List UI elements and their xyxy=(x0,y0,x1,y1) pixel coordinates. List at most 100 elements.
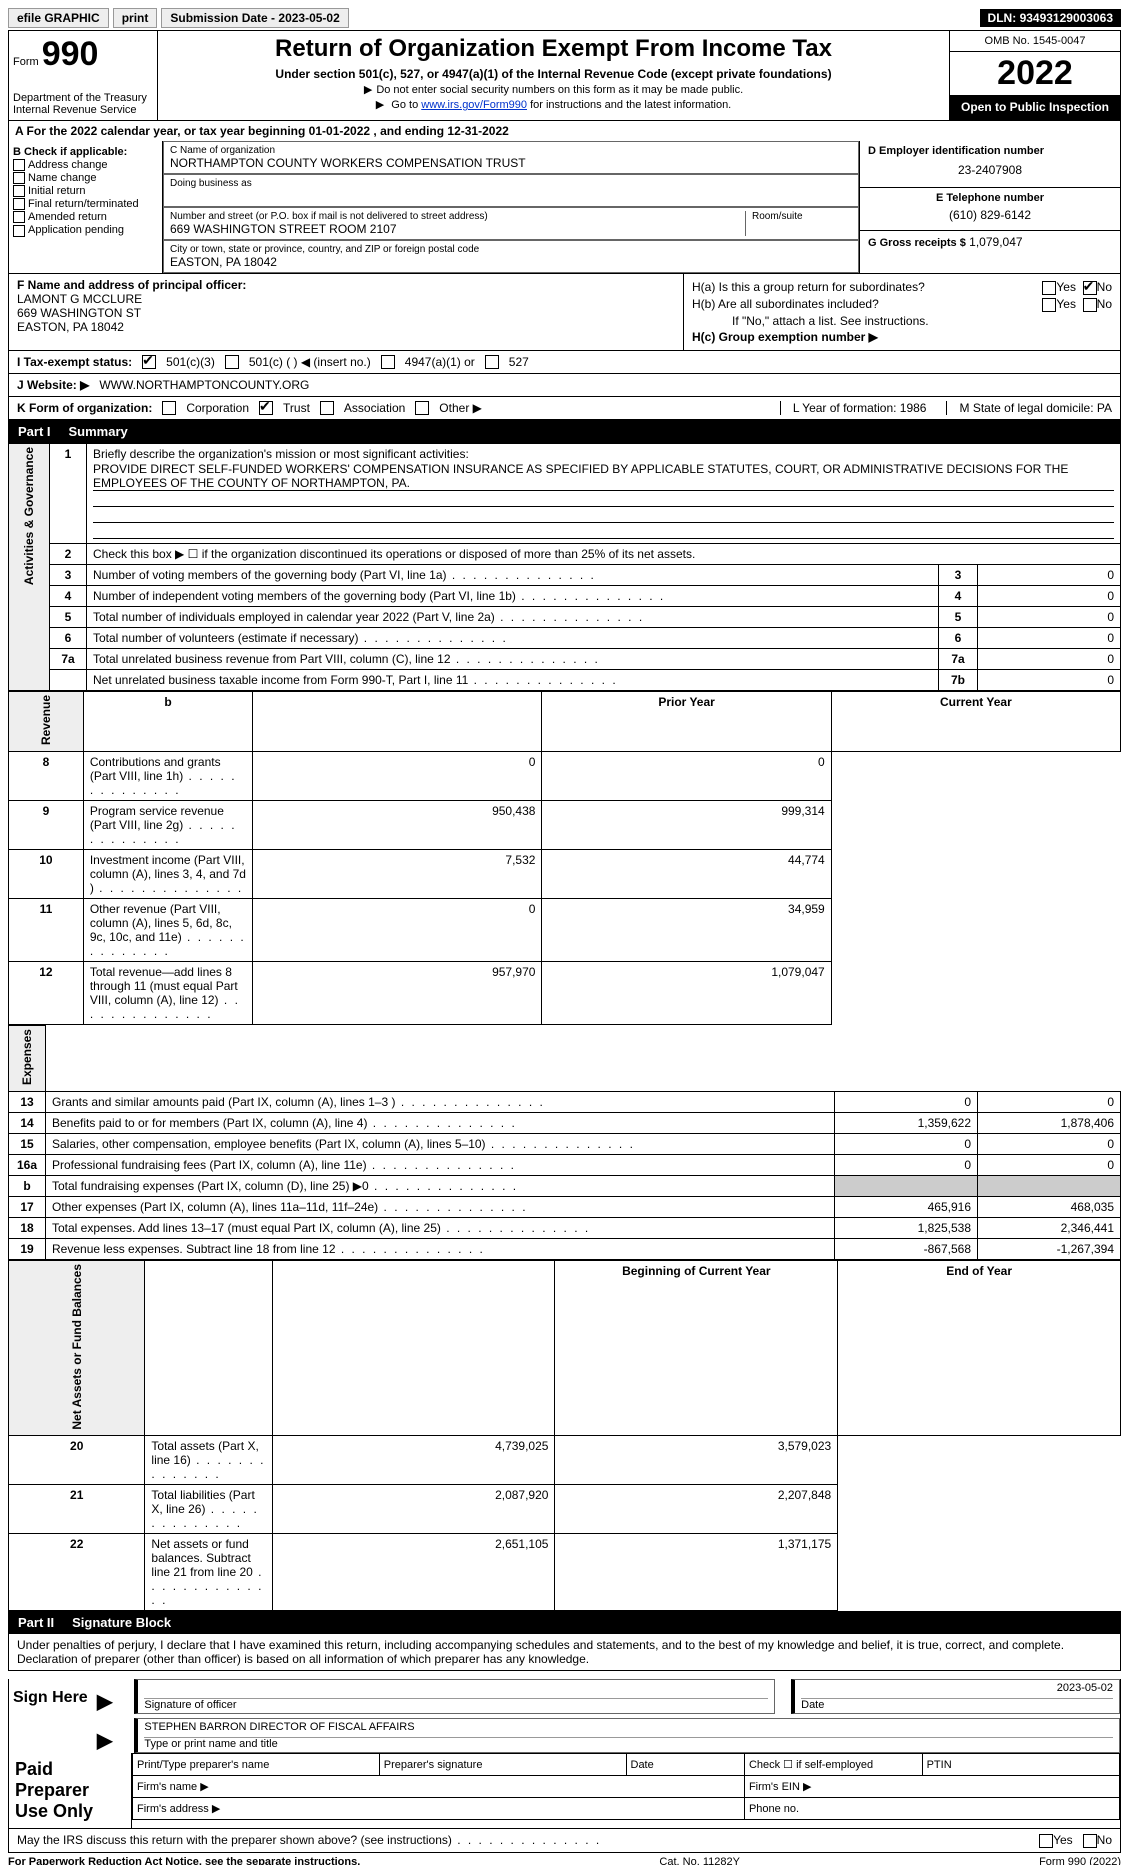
vtab-revenue: Revenue xyxy=(9,691,84,751)
line-num: 10 xyxy=(9,849,84,898)
f-label: F Name and address of principal officer: xyxy=(17,278,675,292)
line-num: 21 xyxy=(9,1485,145,1534)
part2-header: Part II Signature Block xyxy=(8,1611,1121,1634)
row-j-website: J Website: ▶ WWW.NORTHAMPTONCOUNTY.ORG xyxy=(8,374,1121,397)
opt-corp: Corporation xyxy=(186,401,249,415)
block-bcd: B Check if applicable: Address change Na… xyxy=(8,141,1121,274)
line-num: 11 xyxy=(9,898,84,961)
cb-trust[interactable] xyxy=(259,401,273,415)
submission-date: 2023-05-02 xyxy=(278,11,339,25)
curr-value: 1,079,047 xyxy=(542,961,831,1024)
yes-label: Yes xyxy=(1056,297,1076,311)
col-c-org-info: C Name of organization NORTHAMPTON COUNT… xyxy=(163,141,859,273)
addr-label: Number and street (or P.O. box if mail i… xyxy=(170,211,745,222)
note-link: Go to www.irs.gov/Form990 for instructio… xyxy=(166,98,941,111)
submission-label: Submission Date - xyxy=(170,11,275,25)
cb-amended[interactable] xyxy=(13,211,25,223)
line-desc: Net assets or fund balances. Subtract li… xyxy=(145,1534,272,1611)
q1-label: Briefly describe the organization's miss… xyxy=(93,447,469,461)
k-label: K Form of organization: xyxy=(17,401,152,415)
prior-value: 0 xyxy=(835,1133,978,1154)
l-year-formation: L Year of formation: 1986 xyxy=(780,401,927,415)
cb-name-change[interactable] xyxy=(13,172,25,184)
line-desc: Number of voting members of the governin… xyxy=(87,564,939,585)
cb-other[interactable] xyxy=(415,401,429,415)
cb-4947[interactable] xyxy=(381,355,395,369)
ha-no-checkbox[interactable] xyxy=(1083,281,1097,295)
cb-initial-return[interactable] xyxy=(13,185,25,197)
ein-label: D Employer identification number xyxy=(868,145,1112,157)
cb-assoc[interactable] xyxy=(320,401,334,415)
line-num: 19 xyxy=(9,1238,46,1259)
submission-date-box: Submission Date - 2023-05-02 xyxy=(161,8,348,28)
dln-box: DLN: 93493129003063 xyxy=(980,9,1121,27)
header-curr: Current Year xyxy=(831,691,1120,751)
prior-value: 0 xyxy=(253,751,542,800)
line-key: 7b xyxy=(939,669,978,690)
cb-527[interactable] xyxy=(485,355,499,369)
boy-value: 2,651,105 xyxy=(272,1534,555,1611)
form-title: Return of Organization Exempt From Incom… xyxy=(166,35,941,63)
col-b-checkboxes: B Check if applicable: Address change Na… xyxy=(9,141,163,273)
discuss-yes-checkbox[interactable] xyxy=(1039,1834,1053,1848)
hb-yes-checkbox[interactable] xyxy=(1042,298,1056,312)
cb-corp[interactable] xyxy=(162,401,176,415)
line-value: 0 xyxy=(978,627,1121,648)
part1-title: Summary xyxy=(69,424,128,439)
cb-501c3[interactable] xyxy=(142,355,156,369)
dln-value: 93493129003063 xyxy=(1020,11,1113,25)
line-desc: Total liabilities (Part X, line 26) xyxy=(145,1485,272,1534)
cb-501c[interactable] xyxy=(225,355,239,369)
firm-phone-label: Phone no. xyxy=(744,1798,1119,1820)
curr-value: 0 xyxy=(978,1154,1121,1175)
hb-no-checkbox[interactable] xyxy=(1083,298,1097,312)
hb-note: If "No," attach a list. See instructions… xyxy=(732,314,929,328)
eoy-value: 2,207,848 xyxy=(555,1485,838,1534)
line-num: 20 xyxy=(9,1436,145,1485)
org-name: NORTHAMPTON COUNTY WORKERS COMPENSATION … xyxy=(170,156,852,170)
a-end: 12-31-2022 xyxy=(447,124,508,138)
irs-link[interactable]: www.irs.gov/Form990 xyxy=(421,99,527,111)
eoy-value: 3,579,023 xyxy=(555,1436,838,1485)
sig-date-field[interactable]: 2023-05-02 xyxy=(801,1682,1113,1699)
line-value: 0 xyxy=(978,648,1121,669)
q1-cell: Briefly describe the organization's miss… xyxy=(87,443,1121,543)
vtab-expenses: Expenses xyxy=(9,1025,46,1091)
part1-label: Part I xyxy=(18,424,51,439)
dba-value xyxy=(170,189,852,203)
part2-title: Signature Block xyxy=(72,1615,171,1630)
no-label: No xyxy=(1097,297,1112,311)
a-pre: A For the 2022 calendar year, or tax yea… xyxy=(15,124,309,138)
ha-yes-checkbox[interactable] xyxy=(1042,281,1056,295)
opt-527: 527 xyxy=(509,355,529,369)
prior-value: 957,970 xyxy=(253,961,542,1024)
cb-application[interactable] xyxy=(13,225,25,237)
summary-expenses-table: Expenses 13Grants and similar amounts pa… xyxy=(8,1025,1121,1260)
print-button[interactable]: print xyxy=(113,8,158,28)
line-key: 6 xyxy=(939,627,978,648)
city-value: EASTON, PA 18042 xyxy=(170,255,852,269)
boy-value: 4,739,025 xyxy=(272,1436,555,1485)
cat-no: Cat. No. 11282Y xyxy=(659,1856,740,1865)
curr-value: 0 xyxy=(978,1133,1121,1154)
line-desc: Grants and similar amounts paid (Part IX… xyxy=(46,1091,835,1112)
line-key: 4 xyxy=(939,585,978,606)
arrow-icon: ▶ xyxy=(97,1728,112,1753)
line-num: 3 xyxy=(50,564,87,585)
efile-button[interactable]: efile GRAPHIC xyxy=(8,8,109,28)
line-desc: Other revenue (Part VIII, column (A), li… xyxy=(83,898,252,961)
line-num: 4 xyxy=(50,585,87,606)
blank-line xyxy=(93,524,1114,539)
org-name-label: C Name of organization xyxy=(170,145,852,156)
line-desc: Total assets (Part X, line 16) xyxy=(145,1436,272,1485)
line-desc: Professional fundraising fees (Part IX, … xyxy=(46,1154,835,1175)
sig-officer-field[interactable] xyxy=(144,1682,768,1699)
sig-date-value: 2023-05-02 xyxy=(1057,1682,1113,1698)
discuss-no-checkbox[interactable] xyxy=(1083,1834,1097,1848)
line-num: 14 xyxy=(9,1112,46,1133)
cb-address-change[interactable] xyxy=(13,159,25,171)
cb-final-return[interactable] xyxy=(13,198,25,210)
dept-label: Department of the Treasury Internal Reve… xyxy=(13,92,153,116)
vtab-netassets: Net Assets or Fund Balances xyxy=(9,1260,145,1436)
gross-value: 1,079,047 xyxy=(969,235,1022,249)
